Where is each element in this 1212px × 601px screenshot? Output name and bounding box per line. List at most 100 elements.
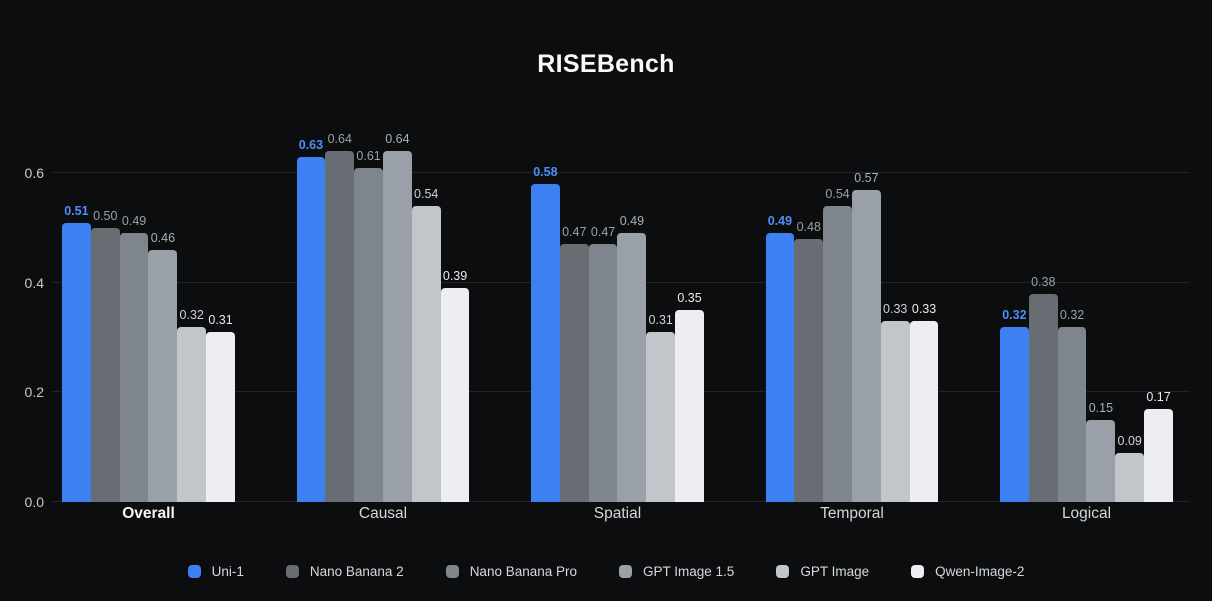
bar-cell: 0.31 — [646, 313, 676, 502]
legend-item: Qwen-Image-2 — [911, 564, 1024, 579]
bar-value-label: 0.31 — [208, 313, 233, 328]
bar-value-label: 0.09 — [1117, 433, 1142, 448]
legend-label: GPT Image — [800, 564, 870, 579]
legend-swatch — [619, 565, 633, 578]
bar-value-label: 0.49 — [121, 214, 147, 229]
bar — [1000, 326, 1029, 502]
bar — [382, 151, 412, 502]
bar-cell: 0.48 — [794, 219, 824, 502]
legend: Uni-1 Nano Banana 2 Nano Banana Pro GPT Ima… — [0, 564, 1212, 579]
bar-value-label: 0.57 — [854, 170, 879, 185]
bar-cell: 0.32 — [177, 307, 207, 502]
legend-swatch — [776, 565, 790, 578]
bar-value-label: 0.33 — [883, 302, 908, 317]
bar-cell: 0.39 — [440, 269, 470, 502]
bar — [851, 189, 881, 502]
bar — [559, 244, 589, 502]
bar — [90, 228, 120, 502]
bar-cell: 0.47 — [559, 225, 589, 502]
category-label: Spatial — [593, 505, 642, 522]
bar-cell: 0.35 — [675, 291, 704, 502]
y-tick-label: 0.6 — [24, 165, 44, 182]
bar-value-label: 0.38 — [1031, 274, 1056, 289]
bar-value-label: 0.49 — [619, 214, 645, 229]
bar-cell: 0.63 — [296, 137, 326, 502]
bar-value-label: 0.50 — [93, 209, 118, 223]
bar-value-label: 0.54 — [825, 187, 850, 202]
bar — [1028, 293, 1058, 502]
legend-label: Qwen-Image-2 — [935, 564, 1025, 579]
bar-value-label: 0.61 — [356, 148, 381, 163]
legend-label: Nano Banana 2 — [309, 564, 404, 579]
bar-value-label: 0.31 — [648, 313, 673, 328]
y-axis: 0.0 0.2 0.4 0.6 — [0, 0, 44, 510]
bar-cell: 0.32 — [1000, 308, 1029, 502]
bar-cell: 0.33 — [909, 302, 939, 502]
category-label: Causal — [358, 505, 408, 522]
bar-value-label: 0.47 — [562, 225, 587, 240]
bar-value-label: 0.46 — [150, 230, 176, 245]
legend-swatch — [285, 565, 299, 578]
legend-label: GPT Image 1.5 — [643, 564, 735, 579]
bar — [177, 326, 207, 502]
bar — [646, 332, 676, 502]
bar-cell: 0.49 — [765, 214, 795, 502]
legend-item: Uni-1 — [187, 564, 244, 579]
bar-value-label: 0.58 — [533, 165, 558, 180]
chart-title: RISEBench — [537, 50, 675, 78]
bar — [325, 151, 355, 502]
legend-item: Nano Banana 2 — [285, 564, 404, 579]
bar — [411, 206, 441, 502]
bar-cell: 0.57 — [851, 170, 881, 502]
bar — [531, 184, 560, 502]
bar — [880, 321, 910, 502]
bar-cell: 0.31 — [206, 313, 235, 502]
bar — [1115, 452, 1145, 502]
bar-group: 0.32 0.38 0.32 0.15 0.09 0.17 — [1000, 275, 1173, 502]
bar-cell: 0.49 — [617, 214, 647, 502]
bar-value-label: 0.48 — [796, 219, 821, 234]
bar-cell: 0.38 — [1028, 274, 1058, 502]
category-labels: Overall Causal Spatial Temporal Logical — [62, 505, 1173, 523]
bar-value-label: 0.63 — [298, 137, 324, 152]
bar-cell: 0.47 — [588, 225, 618, 502]
bar-cell: 0.54 — [411, 187, 441, 502]
bar — [617, 233, 647, 502]
legend-item: GPT Image — [776, 564, 869, 579]
legend-swatch — [187, 565, 201, 578]
bar-value-label: 0.32 — [1002, 307, 1027, 322]
bar-group: 0.63 0.64 0.61 0.64 0.54 0.39 — [296, 132, 470, 502]
bar-value-label: 0.49 — [767, 214, 793, 229]
bar-cell: 0.15 — [1086, 400, 1116, 502]
legend-item: GPT Image 1.5 — [619, 564, 734, 579]
bar-cell: 0.32 — [1057, 308, 1087, 502]
bar-value-label: 0.51 — [64, 203, 89, 218]
bar-cell: 0.61 — [354, 149, 383, 502]
bar-value-label: 0.32 — [179, 307, 204, 322]
y-tick-label: 0.2 — [24, 384, 44, 401]
bar-cell: 0.50 — [90, 209, 120, 502]
bar-value-label: 0.15 — [1088, 400, 1114, 415]
legend-swatch — [445, 565, 459, 578]
bar-value-label: 0.39 — [442, 269, 468, 284]
bar-cell: 0.64 — [325, 132, 355, 502]
bar — [765, 233, 795, 502]
bar-value-label: 0.64 — [385, 132, 410, 147]
legend-swatch — [911, 565, 925, 578]
legend-item: Nano Banana Pro — [445, 564, 578, 579]
bar-value-label: 0.33 — [911, 302, 937, 317]
bar — [1144, 408, 1173, 502]
bar-cell: 0.09 — [1115, 433, 1145, 502]
bar-value-label: 0.17 — [1146, 389, 1171, 404]
bar — [794, 238, 824, 502]
bar — [206, 332, 235, 502]
gridline — [52, 172, 1190, 174]
bar-cell: 0.58 — [531, 165, 560, 502]
category-label: Logical — [1061, 505, 1112, 522]
y-tick-label: 0.4 — [24, 274, 44, 291]
bar — [1057, 326, 1087, 502]
bar — [354, 167, 383, 502]
bar-group: 0.49 0.48 0.54 0.57 0.33 0.33 — [765, 170, 939, 502]
legend-label: Nano Banana Pro — [469, 564, 578, 579]
